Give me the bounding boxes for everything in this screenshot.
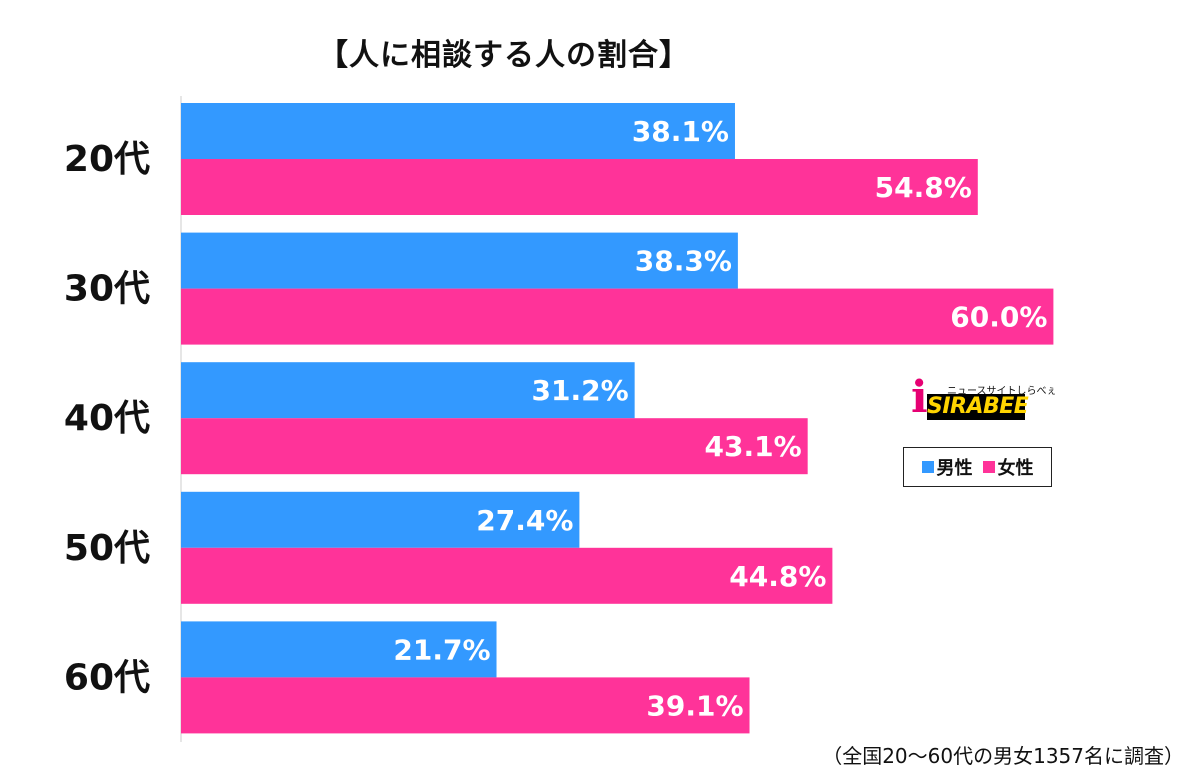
bar-female (181, 677, 750, 734)
bar-female (181, 159, 978, 215)
data-label: 54.8% (875, 171, 972, 204)
legend-label-female: 女性 (997, 458, 1034, 479)
data-label: 38.1% (632, 115, 729, 148)
bar-male (181, 103, 735, 159)
data-label: 44.8% (729, 560, 826, 593)
data-label: 39.1% (646, 689, 743, 722)
legend: 男性 女性 (903, 447, 1052, 487)
category-label: 50代 (64, 528, 150, 569)
data-label: 21.7% (393, 633, 490, 666)
bar-male (181, 621, 497, 678)
bar-female (181, 288, 1054, 345)
bar-female (181, 418, 808, 475)
sirabee-logo: i ニュースサイトしらべぇ SIRABEE (911, 372, 1057, 423)
logo-mark: i (911, 372, 928, 423)
bar-male (181, 491, 580, 548)
data-label: 43.1% (705, 430, 802, 463)
data-label: 31.2% (532, 374, 629, 407)
category-label: 40代 (64, 398, 150, 439)
legend-label-male: 男性 (936, 458, 973, 479)
legend-swatch-male (921, 461, 934, 473)
legend-swatch-female (982, 461, 995, 473)
logo-wordmark: SIRABEE (927, 394, 1029, 420)
data-label: 27.4% (476, 504, 573, 537)
data-label: 38.3% (635, 245, 732, 278)
logo-subtitle: ニュースサイトしらべぇ (947, 386, 1057, 397)
chart-title: 【人に相談する人の割合】 (318, 38, 690, 73)
category-label: 30代 (64, 269, 150, 310)
bar-female (181, 547, 833, 604)
bar-male (181, 362, 635, 419)
bar-male (181, 232, 738, 289)
legend-item-female: 女性 (982, 454, 1034, 480)
data-label: 60.0% (950, 301, 1047, 334)
legend-item-male: 男性 (921, 454, 973, 480)
category-label: 20代 (64, 139, 150, 180)
category-label: 60代 (64, 657, 150, 698)
survey-note: （全国20〜60代の男女1357名に調査） (822, 744, 1184, 768)
